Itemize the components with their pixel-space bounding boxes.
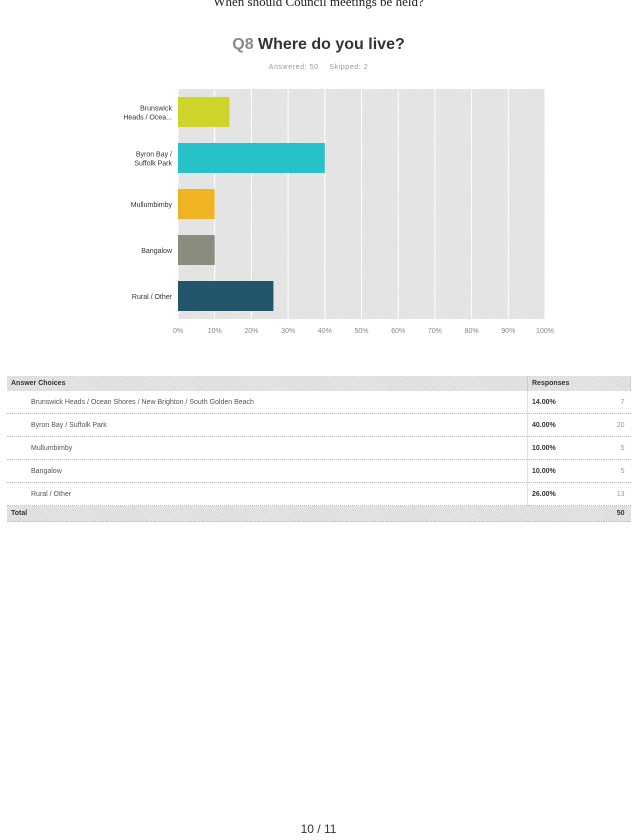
bar — [178, 281, 274, 311]
table-row: Mullumbimby 10.00% 5 — [7, 436, 631, 460]
row-percent: 10.00% — [527, 459, 604, 483]
row-percent: 26.00% — [527, 482, 604, 506]
row-count: 13 — [604, 482, 631, 506]
header-responses: Responses — [527, 376, 631, 391]
x-tick-label: 40% — [318, 328, 332, 335]
header-answer-choices: Answer Choices — [7, 376, 528, 391]
category-label: Brunswick Heads / Ocea... — [123, 106, 172, 122]
responses-table-container: Answer Choices Responses Brunswick Heads… — [7, 376, 631, 522]
bar-chart: Brunswick Heads / Ocea... Byron Bay / Suffo… — [123, 89, 554, 335]
document-header: When should Council meetings be held? — [213, 0, 424, 9]
table-row: Brunswick Heads / Ocean Shores / New Bri… — [7, 391, 631, 414]
category-label: Byron Bay / Suffolk Park — [134, 152, 172, 168]
row-choice: Rural / Other — [7, 482, 528, 506]
x-tick-label: 90% — [501, 328, 515, 335]
row-percent: 14.00% — [527, 391, 604, 414]
x-tick-label: 60% — [391, 328, 405, 335]
bar — [178, 189, 215, 219]
row-percent: 10.00% — [527, 436, 604, 460]
table-row: Byron Bay / Suffolk Park 40.00% 20 — [7, 413, 631, 437]
x-tick-label: 70% — [428, 328, 442, 335]
category-label: Rural / Other — [132, 294, 173, 301]
x-tick-label: 50% — [354, 328, 368, 335]
answered-count: Answered: 50 — [268, 64, 319, 71]
row-percent: 40.00% — [527, 413, 604, 437]
skipped-count: Skipped: 2 — [329, 64, 369, 71]
table-total-row: Total 50 — [7, 505, 631, 522]
row-count: 5 — [604, 459, 631, 483]
question-text: Where do you live? — [258, 36, 405, 53]
x-tick-label: 10% — [208, 328, 222, 335]
bar — [178, 235, 215, 265]
row-count: 5 — [604, 436, 631, 460]
x-tick-label: 30% — [281, 328, 295, 335]
bar — [178, 143, 325, 173]
total-label: Total — [7, 505, 528, 522]
x-tick-label: 100% — [536, 328, 554, 335]
page-number: 10 / 11 — [300, 822, 337, 836]
row-count: 20 — [604, 413, 631, 437]
question-number: Q8 — [232, 36, 254, 53]
row-choice: Bangalow — [7, 459, 528, 483]
question-title: Q8 Where do you live? — [0, 36, 637, 54]
row-count: 7 — [604, 391, 631, 414]
bar — [178, 97, 230, 127]
row-choice: Byron Bay / Suffolk Park — [7, 413, 528, 437]
table-header-row: Answer Choices Responses — [7, 376, 631, 391]
responses-table: Answer Choices Responses Brunswick Heads… — [7, 376, 631, 522]
total-count: 50 — [604, 505, 631, 522]
x-tick-label: 20% — [244, 328, 258, 335]
row-choice: Brunswick Heads / Ocean Shores / New Bri… — [7, 391, 528, 414]
x-tick-label: 80% — [465, 328, 479, 335]
answered-skipped-summary: Answered: 50 Skipped: 2 — [0, 64, 637, 71]
category-label: Mullumbimby — [131, 202, 173, 209]
x-tick-label: 0% — [173, 328, 183, 335]
table-row: Rural / Other 26.00% 13 — [7, 482, 631, 506]
category-label: Bangalow — [141, 248, 173, 255]
table-row: Bangalow 10.00% 5 — [7, 459, 631, 483]
row-choice: Mullumbimby — [7, 436, 528, 460]
